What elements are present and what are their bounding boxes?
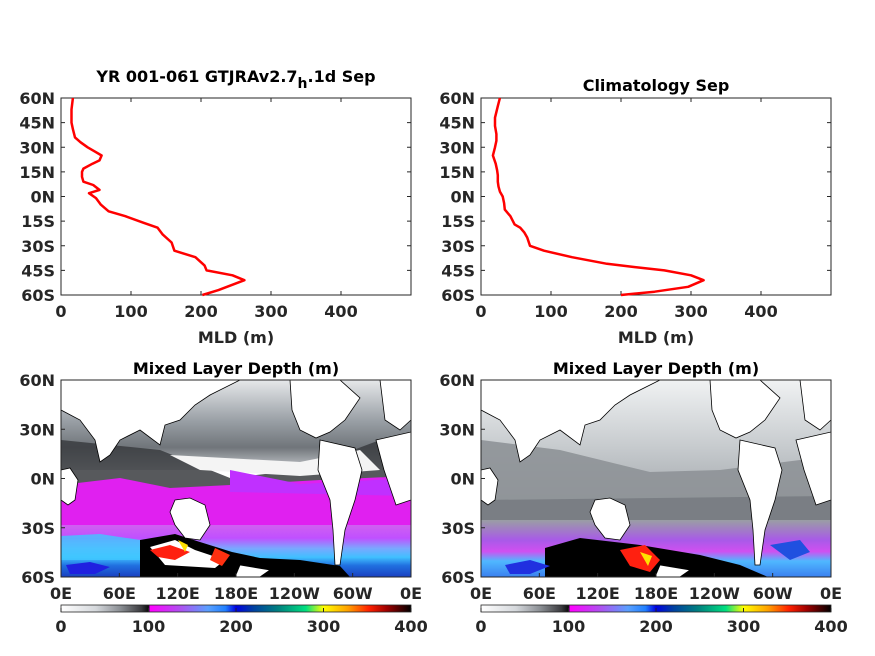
plot-axes-box: [60, 97, 412, 296]
lat-tick-label: 30S: [21, 519, 55, 538]
colorbar-tick-label: 400: [394, 617, 427, 636]
y-tick-label: 15N: [19, 163, 55, 182]
y-tick-label: 45N: [439, 114, 475, 133]
mld-profile-plot-model: YR 001-061 GTJRAv2.7h.1d Sep 0 100 200 300 4…: [19, 67, 412, 347]
mld-map-model: Mixed Layer Depth (m): [19, 359, 427, 636]
y-tick-label: 45N: [19, 114, 55, 133]
y-tick-label: 15S: [21, 212, 55, 231]
mld-field-model: [61, 380, 411, 577]
lon-tick-label: 120E: [156, 584, 200, 603]
lon-tick-label: 0E: [470, 584, 492, 603]
y-tick-label: 60N: [19, 89, 55, 108]
x-tick-label: 200: [184, 302, 217, 321]
mld-field-climatology: [481, 380, 831, 577]
colorbar-tick-label: 300: [727, 617, 760, 636]
lon-tick-label: 120W: [689, 584, 740, 603]
lon-tick-label: 180E: [214, 584, 258, 603]
plot-axes-box: [480, 97, 832, 296]
lat-tick-label: 60N: [439, 371, 475, 390]
lon-tick-label: 120W: [269, 584, 320, 603]
mld-map-climatology: Mixed Layer Depth (m) 0E 60E 120E 180E 120W 6…: [439, 359, 847, 636]
x-axis-label: MLD (m): [198, 328, 274, 347]
lon-tick-label: 60W: [753, 584, 793, 603]
y-tick-label: 30S: [441, 237, 475, 256]
plot-title-climatology: Climatology Sep: [583, 76, 730, 95]
lon-tick-label: 0E: [400, 584, 422, 603]
y-tick-label: 45S: [21, 261, 55, 280]
lat-tick-label: 30N: [19, 420, 55, 439]
colorbar-tick-label: 200: [639, 617, 672, 636]
lon-tick-label: 60E: [523, 584, 556, 603]
map-title-model: Mixed Layer Depth (m): [133, 359, 339, 378]
lon-tick-label: 180E: [634, 584, 678, 603]
lat-tick-label: 0N: [450, 470, 475, 489]
x-tick-label: 300: [254, 302, 287, 321]
colorbar-tick-label: 100: [132, 617, 165, 636]
x-tick-label: 300: [674, 302, 707, 321]
x-axis-label: MLD (m): [618, 328, 694, 347]
mld-profile-line-climatology: [491, 97, 705, 297]
y-tick-label: 45S: [441, 261, 475, 280]
lon-tick-label: 120E: [576, 584, 620, 603]
y-tick-label: 30N: [439, 138, 475, 157]
lat-tick-label: 60S: [21, 568, 55, 587]
x-tick-label: 400: [744, 302, 777, 321]
x-tick-label: 100: [114, 302, 147, 321]
colorbar-tick-label: 200: [219, 617, 252, 636]
mld-profile-line-model: [70, 97, 246, 297]
lon-tick-label: 0E: [820, 584, 842, 603]
y-tick-label: 15S: [441, 212, 475, 231]
x-tick-label: 200: [604, 302, 637, 321]
colorbar-tick-label: 0: [475, 617, 486, 636]
y-tick-label: 15N: [439, 163, 475, 182]
colorbar-tick-label: 400: [814, 617, 847, 636]
lon-tick-label: 0E: [50, 584, 72, 603]
lat-tick-label: 30N: [439, 420, 475, 439]
lat-tick-label: 0N: [30, 470, 55, 489]
lat-tick-label: 60S: [441, 568, 475, 587]
map-title-climatology: Mixed Layer Depth (m): [553, 359, 759, 378]
y-tick-label: 0N: [30, 188, 55, 207]
y-tick-label: 60N: [439, 89, 475, 108]
x-tick-label: 400: [324, 302, 357, 321]
colorbar-tick-label: 300: [307, 617, 340, 636]
y-tick-label: 30S: [21, 237, 55, 256]
y-tick-label: 0N: [450, 188, 475, 207]
lat-tick-label: 30S: [441, 519, 475, 538]
x-tick-label: 100: [534, 302, 567, 321]
y-tick-label: 60S: [441, 286, 475, 305]
colorbar-tick-label: 0: [55, 617, 66, 636]
lat-tick-label: 60N: [19, 371, 55, 390]
lon-tick-label: 60E: [103, 584, 136, 603]
y-tick-label: 60S: [21, 286, 55, 305]
mld-profile-plot-climatology: Climatology Sep 0 100 200 300 400 60N 45N 30N 15…: [439, 76, 832, 347]
plot-title-model: YR 001-061 GTJRAv2.7h.1d Sep: [95, 67, 375, 92]
x-tick-label: 0: [475, 302, 486, 321]
lon-tick-label: 60W: [333, 584, 373, 603]
colorbar-tick-label: 100: [552, 617, 585, 636]
y-tick-label: 30N: [19, 138, 55, 157]
x-tick-label: 0: [55, 302, 66, 321]
